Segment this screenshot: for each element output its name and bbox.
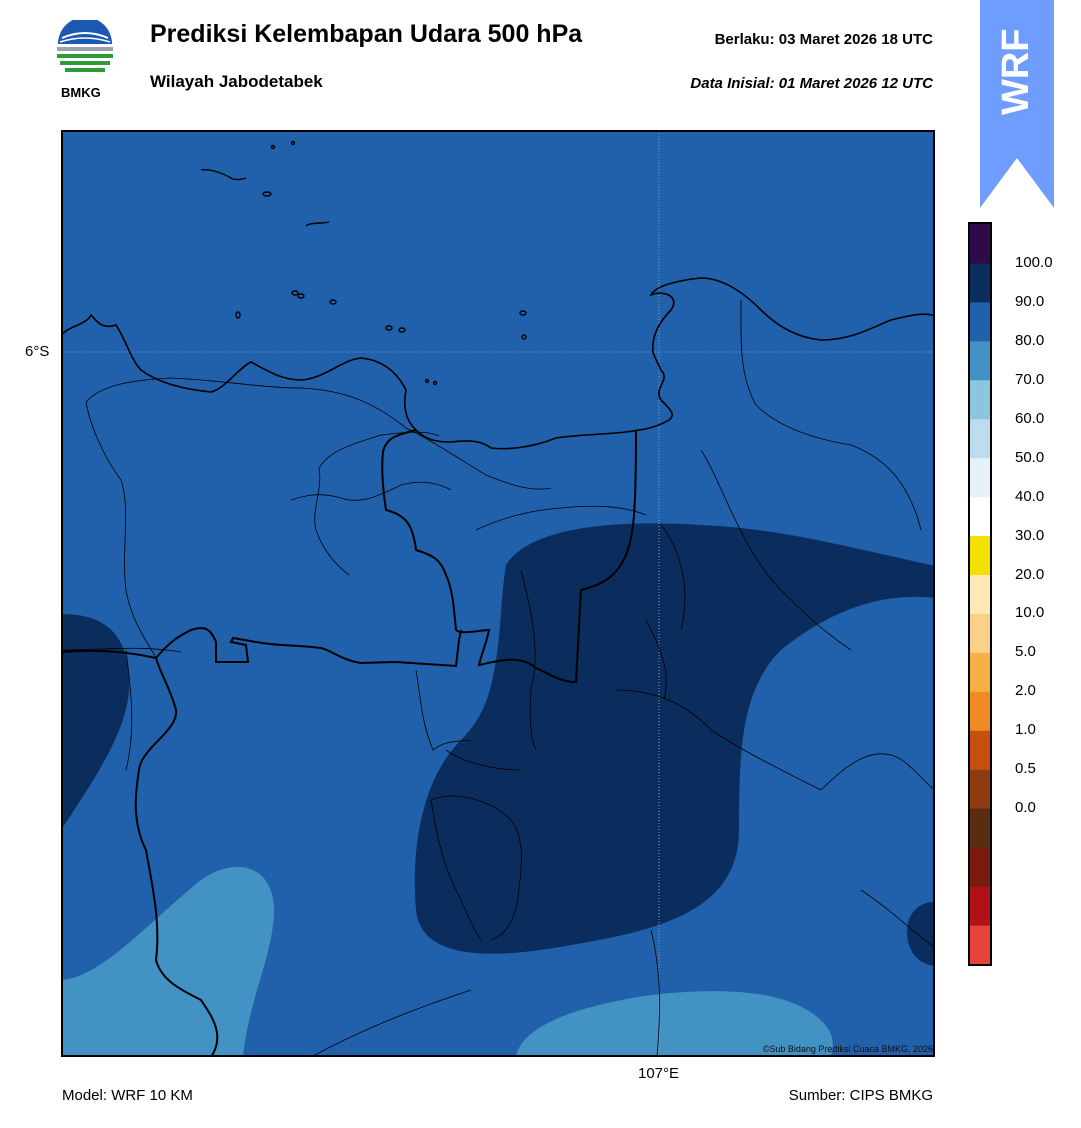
humidity-area-70-80-southwest <box>61 866 275 1057</box>
colorbar-label: 80.0 <box>1015 331 1045 349</box>
colorbar-swatch <box>970 340 990 381</box>
source-text: Sumber: CIPS BMKG <box>788 1087 933 1104</box>
colorbar <box>968 222 992 966</box>
colorbar-label: 2.0 <box>1015 682 1036 700</box>
humidity-map <box>61 130 935 1057</box>
colorbar-label: 0.5 <box>1015 760 1036 778</box>
colorbar-label: 70.0 <box>1015 370 1045 388</box>
colorbar-label: 60.0 <box>1015 409 1045 427</box>
colorbar-label: 1.0 <box>1015 721 1036 739</box>
humidity-area-90-100 <box>414 523 935 954</box>
latitude-label: 6°S <box>25 343 50 360</box>
initial-time: Data Inisial: 01 Maret 2026 12 UTC <box>690 75 933 92</box>
colorbar-swatch <box>970 418 990 459</box>
colorbar-swatch <box>970 262 990 303</box>
colorbar-swatch <box>970 535 990 576</box>
bmkg-logo-icon <box>57 20 113 72</box>
colorbar-label: 5.0 <box>1015 643 1036 661</box>
colorbar-label: 100.0 <box>1015 253 1053 271</box>
colorbar-swatch <box>970 730 990 770</box>
humidity-area-90-100-west <box>61 614 130 830</box>
colorbar-swatch <box>970 652 990 692</box>
colorbar-swatch <box>970 379 990 420</box>
map-subtitle: Wilayah Jabodetabek <box>150 72 323 91</box>
colorbar-label: 40.0 <box>1015 487 1045 505</box>
colorbar-swatch <box>970 574 990 614</box>
svg-text:WRF: WRF <box>995 28 1037 115</box>
colorbar-swatch <box>970 808 990 848</box>
colorbar-swatch <box>970 301 990 342</box>
colorbar-label: 50.0 <box>1015 448 1045 466</box>
colorbar-label: 90.0 <box>1015 292 1045 310</box>
colorbar-swatch <box>970 457 990 498</box>
colorbar-label: 20.0 <box>1015 565 1045 583</box>
colorbar-swatch <box>970 847 990 887</box>
wrf-badge-text: WRF <box>995 28 1037 115</box>
colorbar-swatch <box>970 613 990 653</box>
copyright-text: ©Sub Bidang Prediksi Cuaca BMKG, 2026 <box>762 1044 933 1054</box>
colorbar-label: 30.0 <box>1015 526 1045 544</box>
map-title: Prediksi Kelembapan Udara 500 hPa <box>150 20 583 48</box>
valid-time: Berlaku: 03 Maret 2026 18 UTC <box>714 31 933 48</box>
colorbar-swatch <box>970 886 990 926</box>
colorbar-swatch <box>970 769 990 809</box>
colorbar-swatch <box>970 496 990 537</box>
logo-text: BMKG <box>61 85 101 100</box>
humidity-area-70-80-south <box>516 991 833 1057</box>
humidity-area-90-100-east <box>907 902 935 966</box>
coastline <box>61 277 935 450</box>
wrf-badge <box>980 0 1054 208</box>
colorbar-label: 0.0 <box>1015 799 1036 817</box>
colorbar-swatch <box>970 224 990 264</box>
colorbar-swatch <box>970 925 990 965</box>
model-text: Model: WRF 10 KM <box>62 1087 193 1104</box>
longitude-label: 107°E <box>638 1065 680 1082</box>
colorbar-swatch <box>970 691 990 731</box>
colorbar-label: 10.0 <box>1015 604 1045 622</box>
